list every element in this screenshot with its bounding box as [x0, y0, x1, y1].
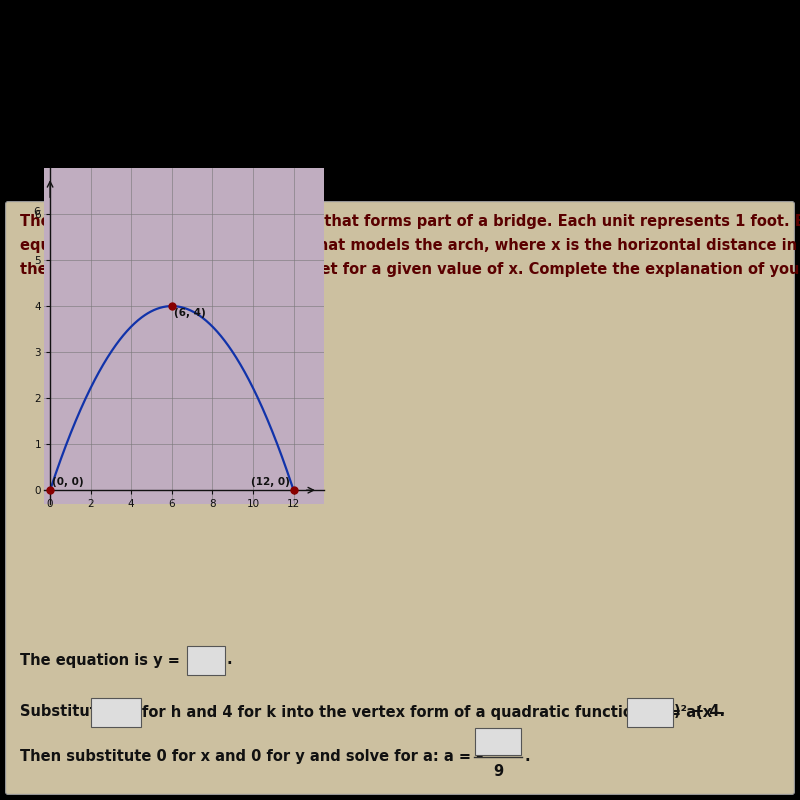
Text: for h and 4 for k into the vertex form of a quadratic function: y = a(x –: for h and 4 for k into the vertex form o… [142, 705, 725, 719]
Text: The coordinate plane shows an arch that forms part of a bridge. Each unit repres: The coordinate plane shows an arch that … [20, 214, 800, 230]
Text: )² + 4.: )² + 4. [674, 705, 726, 719]
Text: .: . [226, 653, 232, 667]
Text: equation of the quadratic function that models the arch, where x is the horizont: equation of the quadratic function that … [20, 238, 800, 254]
Text: .: . [524, 750, 530, 764]
Text: (0, 0): (0, 0) [52, 477, 84, 486]
Text: (12, 0): (12, 0) [251, 477, 290, 486]
Text: Then substitute 0 for x and 0 for y and solve for a: a = –: Then substitute 0 for x and 0 for y and … [20, 749, 483, 763]
FancyBboxPatch shape [627, 698, 673, 727]
Text: 6: 6 [34, 206, 40, 217]
Text: Substitute: Substitute [20, 705, 107, 719]
FancyBboxPatch shape [6, 202, 794, 794]
Text: the left end and y is the height in feet for a given value of x. Complete the ex: the left end and y is the height in feet… [20, 262, 800, 278]
Text: (6, 4): (6, 4) [174, 308, 206, 318]
FancyBboxPatch shape [187, 646, 225, 675]
FancyBboxPatch shape [475, 728, 521, 755]
Text: The equation is y =: The equation is y = [20, 653, 180, 667]
FancyBboxPatch shape [91, 698, 141, 727]
Text: 9: 9 [493, 765, 503, 779]
